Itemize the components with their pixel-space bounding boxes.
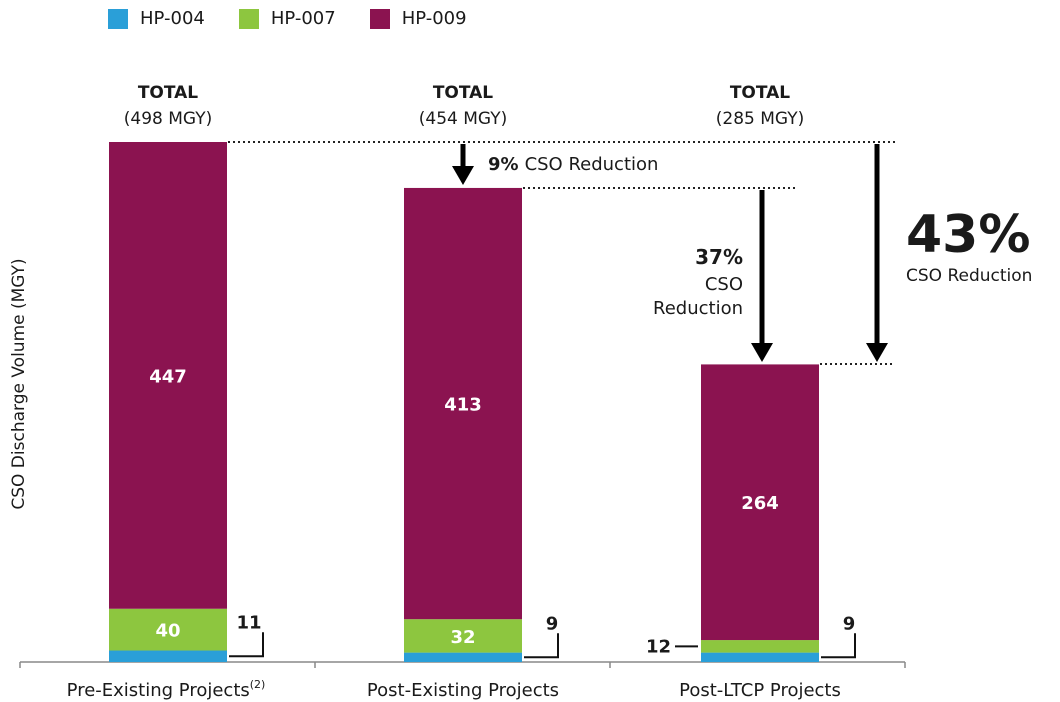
bar-label-hp-007: 12 (646, 636, 671, 657)
legend-item: HP-007 (238, 8, 336, 29)
reduction-arrowhead-37 (751, 343, 773, 362)
reduction-label-37-line2: Reduction (653, 298, 743, 319)
y-axis-label: CSO Discharge Volume (MGY) (9, 258, 29, 509)
total-title: TOTAL (138, 83, 198, 103)
leader-line-hp-004 (821, 633, 856, 659)
bar-segment-hp-007 (404, 619, 522, 653)
bar-segment-hp-004 (701, 652, 819, 662)
reduction-label-9: 9% CSO Reduction (488, 154, 658, 175)
bar-segment-hp-007 (701, 640, 819, 653)
legend-label: HP-004 (140, 8, 205, 29)
bar-label-hp-009: 264 (741, 493, 779, 514)
bar-segment-hp-009 (109, 142, 227, 609)
legend-swatch (238, 8, 259, 29)
total-value: (498 MGY) (124, 109, 213, 129)
reduction-label-37-line1: CSO (705, 274, 743, 295)
x-tick-label: Post-LTCP Projects (679, 680, 841, 701)
reduction-label-43-text: CSO Reduction (906, 266, 1032, 286)
bar-label-hp-007: 32 (450, 627, 475, 648)
bar-label-hp-004: 9 (546, 613, 559, 634)
legend-label: HP-009 (401, 8, 467, 29)
bar-label-hp-007: 40 (155, 621, 180, 642)
leader-line-hp-004 (229, 632, 264, 658)
footnote-superscript: (2) (250, 678, 266, 691)
reduction-arrowhead-9 (452, 166, 474, 185)
bar-segment-hp-004 (404, 652, 522, 662)
legend: HP-004 HP-007 HP-009 (108, 8, 501, 29)
total-value: (285 MGY) (716, 109, 805, 129)
legend-label: HP-007 (270, 8, 336, 29)
total-value: (454 MGY) (419, 109, 508, 129)
bar-label-hp-009: 413 (444, 395, 482, 416)
bar-segment-hp-009 (701, 364, 819, 641)
bar-label-hp-004: 9 (843, 613, 856, 634)
reduction-label-37-pct: 37% (695, 245, 743, 269)
legend-swatch (108, 8, 128, 29)
leader-line-hp-004 (524, 633, 559, 659)
total-title: TOTAL (730, 83, 790, 103)
bar-label-hp-004: 11 (236, 612, 261, 633)
x-tick-label: Post-Existing Projects (367, 680, 559, 701)
reduction-arrowhead-43 (866, 343, 888, 362)
legend-item: HP-009 (369, 8, 467, 29)
bar-label-hp-009: 447 (149, 366, 187, 387)
legend-item: HP-004 (108, 8, 205, 29)
x-tick-label: Pre-Existing Projects(2) (67, 678, 266, 701)
legend-swatch (369, 8, 390, 29)
bars: 447 40 11 413 32 9 264 12 9 (109, 142, 856, 662)
bar-segment-hp-007 (109, 608, 227, 651)
reduction-label-43-pct: 43% (906, 205, 1030, 265)
bar-segment-hp-009 (404, 187, 522, 620)
bar-segment-hp-004 (109, 650, 227, 662)
total-title: TOTAL (433, 83, 493, 103)
